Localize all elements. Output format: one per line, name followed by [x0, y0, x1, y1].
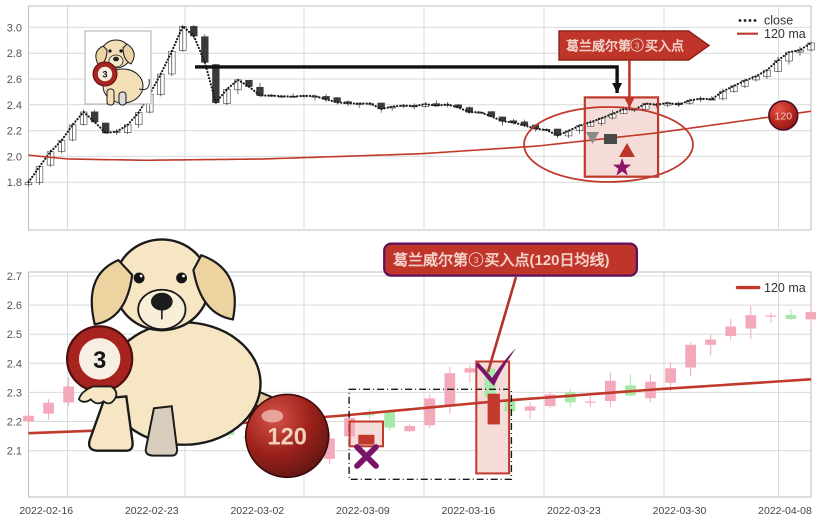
svg-text:3: 3	[93, 348, 106, 374]
svg-text:2.2: 2.2	[7, 417, 22, 429]
svg-text:买入点: 买入点	[645, 39, 684, 54]
svg-text:2.5: 2.5	[7, 329, 22, 341]
svg-text:2.8: 2.8	[7, 48, 22, 60]
svg-text:2022-02-23: 2022-02-23	[125, 505, 179, 517]
svg-text:120: 120	[267, 425, 307, 451]
svg-text:2022-03-02: 2022-03-02	[230, 505, 284, 517]
svg-text:close: close	[764, 14, 793, 28]
svg-text:2.4: 2.4	[7, 358, 22, 370]
svg-text:3: 3	[102, 70, 107, 80]
svg-text:2.3: 2.3	[7, 387, 22, 399]
svg-text:2.6: 2.6	[7, 74, 22, 86]
svg-text:买入点(120日均线): 买入点(120日均线)	[485, 251, 610, 269]
svg-text:120: 120	[775, 111, 793, 123]
svg-text:3: 3	[474, 255, 479, 265]
svg-text:2.2: 2.2	[7, 126, 22, 138]
svg-text:2022-02-16: 2022-02-16	[19, 505, 73, 517]
svg-text:2022-03-16: 2022-03-16	[442, 505, 496, 517]
svg-text:120 ma: 120 ma	[764, 27, 806, 41]
svg-text:2022-03-23: 2022-03-23	[547, 505, 601, 517]
svg-text:2022-03-30: 2022-03-30	[653, 505, 707, 517]
svg-text:1.8: 1.8	[7, 177, 22, 189]
svg-text:2.6: 2.6	[7, 300, 22, 312]
svg-text:2.0: 2.0	[7, 151, 22, 163]
svg-text:3.0: 3.0	[7, 22, 22, 34]
svg-text:120 ma: 120 ma	[764, 281, 806, 295]
svg-text:2.1: 2.1	[7, 446, 22, 458]
svg-text:2022-03-09: 2022-03-09	[336, 505, 390, 517]
svg-text:2022-04-08: 2022-04-08	[758, 505, 812, 517]
svg-text:葛兰威尔第: 葛兰威尔第	[392, 251, 468, 269]
svg-text:葛兰威尔第: 葛兰威尔第	[565, 39, 631, 54]
svg-text:2.4: 2.4	[7, 100, 22, 112]
svg-text:3: 3	[635, 41, 639, 50]
svg-text:2.7: 2.7	[7, 271, 22, 283]
